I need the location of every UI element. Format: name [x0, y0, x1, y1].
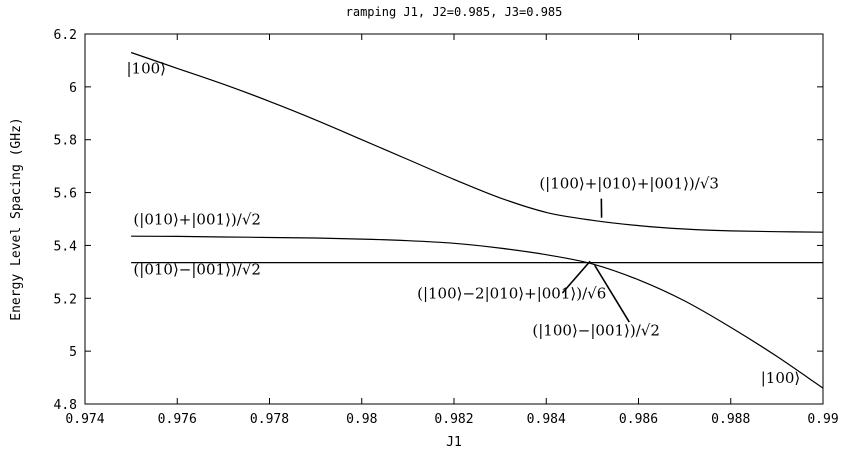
annotation-label: (|100⟩−|001⟩)/√2: [532, 321, 660, 339]
series-line-2: [131, 235, 824, 389]
x-tick-label: 0.98: [346, 412, 377, 427]
x-axis: 0.974 0.976 0.978 0.98 0.982 0.984 0.986 0.988 0…: [65, 34, 839, 427]
series-line-1: [130, 51, 824, 233]
annotation-pointer: [561, 260, 591, 294]
x-tick-label: 0.982: [434, 412, 473, 427]
x-tick-label: 0.974: [65, 412, 104, 427]
series-layer: [130, 51, 824, 389]
annotation-label: |100⟩: [761, 369, 801, 387]
y-axis: 4.8 5 5.2 5.4 5.6 5.8 6 6.2: [54, 28, 823, 413]
y-tick-label: 5: [69, 345, 77, 360]
annotation-label: (|100⟩−2|010⟩+|001⟩)/√6: [417, 284, 606, 302]
annotation-label: (|010⟩+|001⟩)/√2: [133, 210, 261, 228]
y-tick-label: 4.8: [54, 398, 77, 413]
x-tick-label: 0.978: [250, 412, 289, 427]
y-tick-label: 5.2: [54, 292, 77, 307]
y-tick-label: 5.8: [54, 134, 77, 149]
x-tick-label: 0.976: [158, 412, 197, 427]
x-tick-label: 0.99: [807, 412, 838, 427]
x-tick-label: 0.988: [711, 412, 750, 427]
annotation-pointer: [593, 264, 630, 323]
annotation-layer: |100⟩ (|100⟩+|010⟩+|001⟩)/√3 (|010⟩+|001⟩)…: [127, 60, 801, 387]
x-axis-title: J1: [446, 435, 462, 450]
x-tick-label: 0.984: [527, 412, 566, 427]
y-tick-label: 6: [69, 81, 77, 96]
y-tick-label: 6.2: [54, 28, 77, 43]
x-tick-label: 0.986: [619, 412, 658, 427]
y-tick-label: 5.4: [54, 239, 78, 254]
annotation-label: |100⟩: [127, 60, 167, 78]
annotation-label: (|010⟩−|001⟩)/√2: [133, 261, 261, 279]
y-tick-label: 5.6: [54, 187, 77, 202]
annotation-label: (|100⟩+|010⟩+|001⟩)/√3: [539, 175, 719, 193]
y-axis-title: Energy Level Spacing (GHz): [9, 117, 24, 321]
chart-title: ramping J1, J2=0.985, J3=0.985: [346, 5, 563, 19]
